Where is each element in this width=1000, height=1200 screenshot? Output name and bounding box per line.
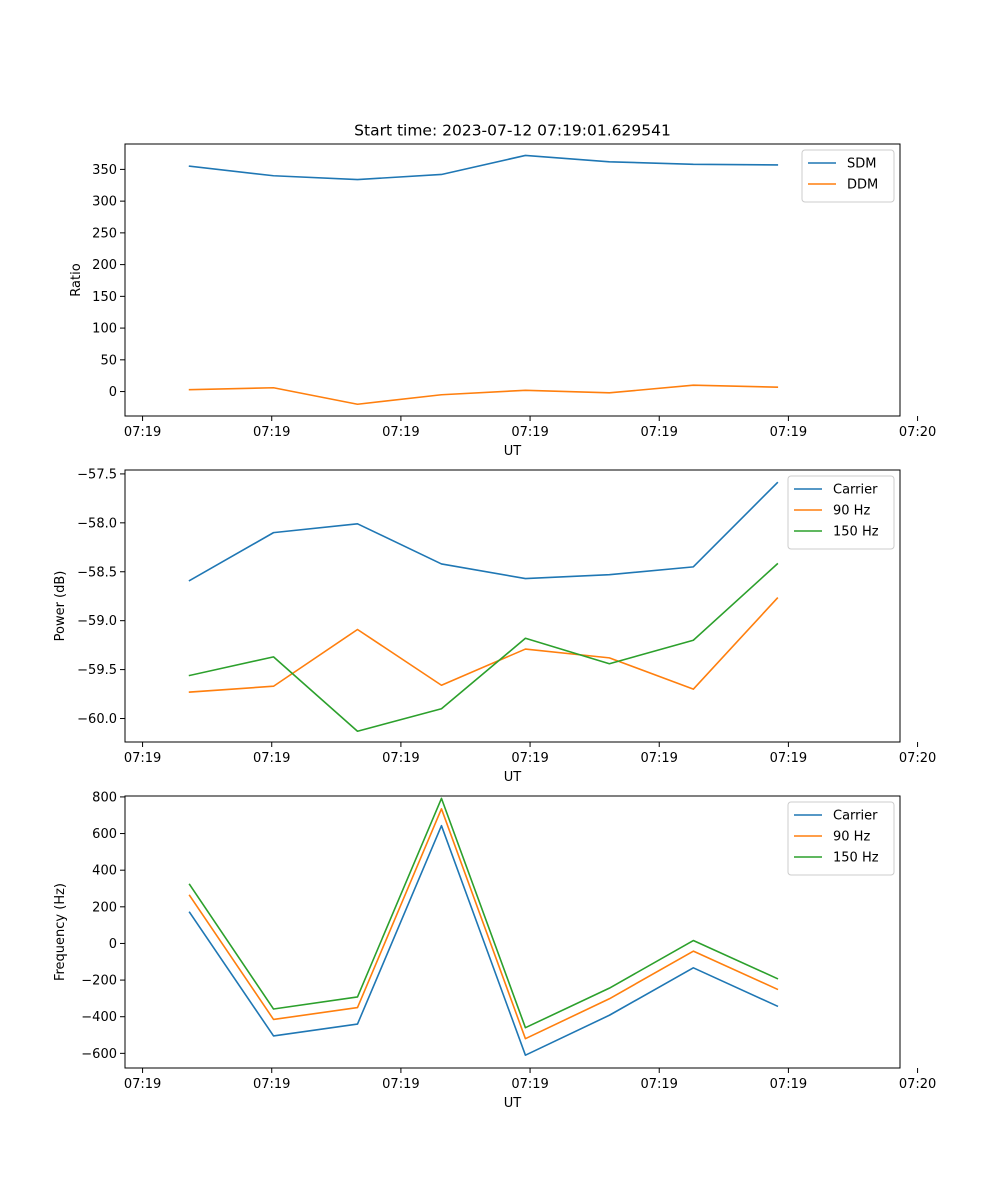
frequency-legend-label: Carrier [833, 809, 878, 824]
power-xtick-label: 07:20 [899, 751, 936, 766]
power-ytick-label: −58.5 [77, 565, 117, 580]
ratio-ytick-label: 50 [100, 353, 117, 368]
frequency-xtick-label: 07:19 [511, 1077, 548, 1092]
power-xlabel: UT [504, 770, 522, 785]
ratio-xtick-label: 07:19 [511, 425, 548, 440]
ratio-ytick-label: 0 [109, 385, 117, 400]
power-series-90-hz [188, 597, 779, 693]
frequency-ytick-label: 200 [92, 900, 117, 915]
power-xtick-label: 07:19 [770, 751, 807, 766]
power-ytick-label: −59.0 [77, 614, 117, 629]
ratio-ytick-label: 300 [92, 195, 117, 210]
power-legend-label: 90 Hz [833, 504, 870, 519]
ratio-axes-frame [124, 143, 901, 417]
ratio-series-sdm [188, 154, 779, 181]
ratio-ytick-label: 200 [92, 258, 117, 273]
frequency-legend-label: 150 Hz [833, 851, 879, 866]
ratio-legend-label: DDM [847, 178, 878, 193]
frequency-xtick-label: 07:19 [770, 1077, 807, 1092]
frequency-panel: 07:19 07:19 07:19 07:19 07:19 07:19 07:20 −600 −… [53, 790, 936, 1111]
frequency-xtick-label: 07:19 [253, 1077, 290, 1092]
ratio-panel: 07:19 07:19 07:19 07:19 07:19 07:19 07:20 0 50 10… [69, 143, 936, 459]
frequency-legend: Carrier 90 Hz 150 Hz [787, 801, 895, 876]
ratio-xtick-label: 07:19 [382, 425, 419, 440]
power-ytick-label: −57.5 [77, 467, 117, 482]
frequency-ytick-label: −400 [81, 1010, 117, 1025]
ratio-series-ddm [188, 384, 779, 406]
ratio-ylabel: Ratio [69, 263, 84, 296]
power-xtick-label: 07:19 [382, 751, 419, 766]
frequency-xlabel: UT [504, 1096, 522, 1111]
frequency-ytick-label: 0 [109, 937, 117, 952]
frequency-axes-frame [124, 795, 901, 1069]
frequency-xtick-label: 07:19 [124, 1077, 161, 1092]
power-series-carrier [188, 481, 779, 582]
power-axes-frame [124, 469, 901, 743]
ratio-xlabel: UT [504, 444, 522, 459]
ratio-xtick-label: 07:19 [253, 425, 290, 440]
power-ytick-label: −60.0 [77, 712, 117, 727]
ratio-xtick-label: 07:19 [124, 425, 161, 440]
power-xtick-label: 07:19 [124, 751, 161, 766]
ratio-xtick-label: 07:19 [770, 425, 807, 440]
ratio-ytick-label: 100 [92, 322, 117, 337]
ratio-legend-label: SDM [847, 157, 876, 172]
frequency-ylabel: Frequency (Hz) [53, 883, 68, 981]
frequency-ytick-label: 400 [92, 864, 117, 879]
power-series-150-hz [188, 562, 779, 733]
ratio-ytick-label: 250 [92, 226, 117, 241]
frequency-ytick-label: 600 [92, 827, 117, 842]
power-ylabel: Power (dB) [53, 571, 68, 642]
power-ytick-label: −59.5 [77, 663, 117, 678]
frequency-series-carrier [188, 824, 779, 1056]
ratio-ytick-label: 150 [92, 290, 117, 305]
figure-title: Start time: 2023-07-12 07:19:01.629541 [354, 122, 671, 140]
frequency-series-90-hz [188, 808, 779, 1040]
power-legend-label: Carrier [833, 483, 878, 498]
ratio-legend: SDM DDM [801, 149, 895, 203]
frequency-xtick-label: 07:19 [640, 1077, 677, 1092]
panels: 07:19 07:19 07:19 07:19 07:19 07:19 07:20 0 50 10… [53, 143, 936, 1111]
power-xtick-label: 07:19 [253, 751, 290, 766]
frequency-series-150-hz [188, 797, 779, 1029]
power-legend: Carrier 90 Hz 150 Hz [787, 475, 895, 550]
power-xtick-label: 07:19 [511, 751, 548, 766]
frequency-xtick-label: 07:19 [382, 1077, 419, 1092]
frequency-ytick-label: 800 [92, 790, 117, 805]
ratio-xtick-label: 07:20 [899, 425, 936, 440]
power-xtick-label: 07:19 [640, 751, 677, 766]
power-ytick-label: −58.0 [77, 516, 117, 531]
power-panel: 07:19 07:19 07:19 07:19 07:19 07:19 07:20 −60.0… [53, 467, 936, 785]
frequency-xtick-label: 07:20 [899, 1077, 936, 1092]
frequency-ytick-label: −600 [81, 1047, 117, 1062]
frequency-ytick-label: −200 [81, 974, 117, 989]
ratio-ytick-label: 350 [92, 163, 117, 178]
frequency-legend-label: 90 Hz [833, 830, 870, 845]
ratio-xtick-label: 07:19 [640, 425, 677, 440]
power-legend-label: 150 Hz [833, 525, 879, 540]
